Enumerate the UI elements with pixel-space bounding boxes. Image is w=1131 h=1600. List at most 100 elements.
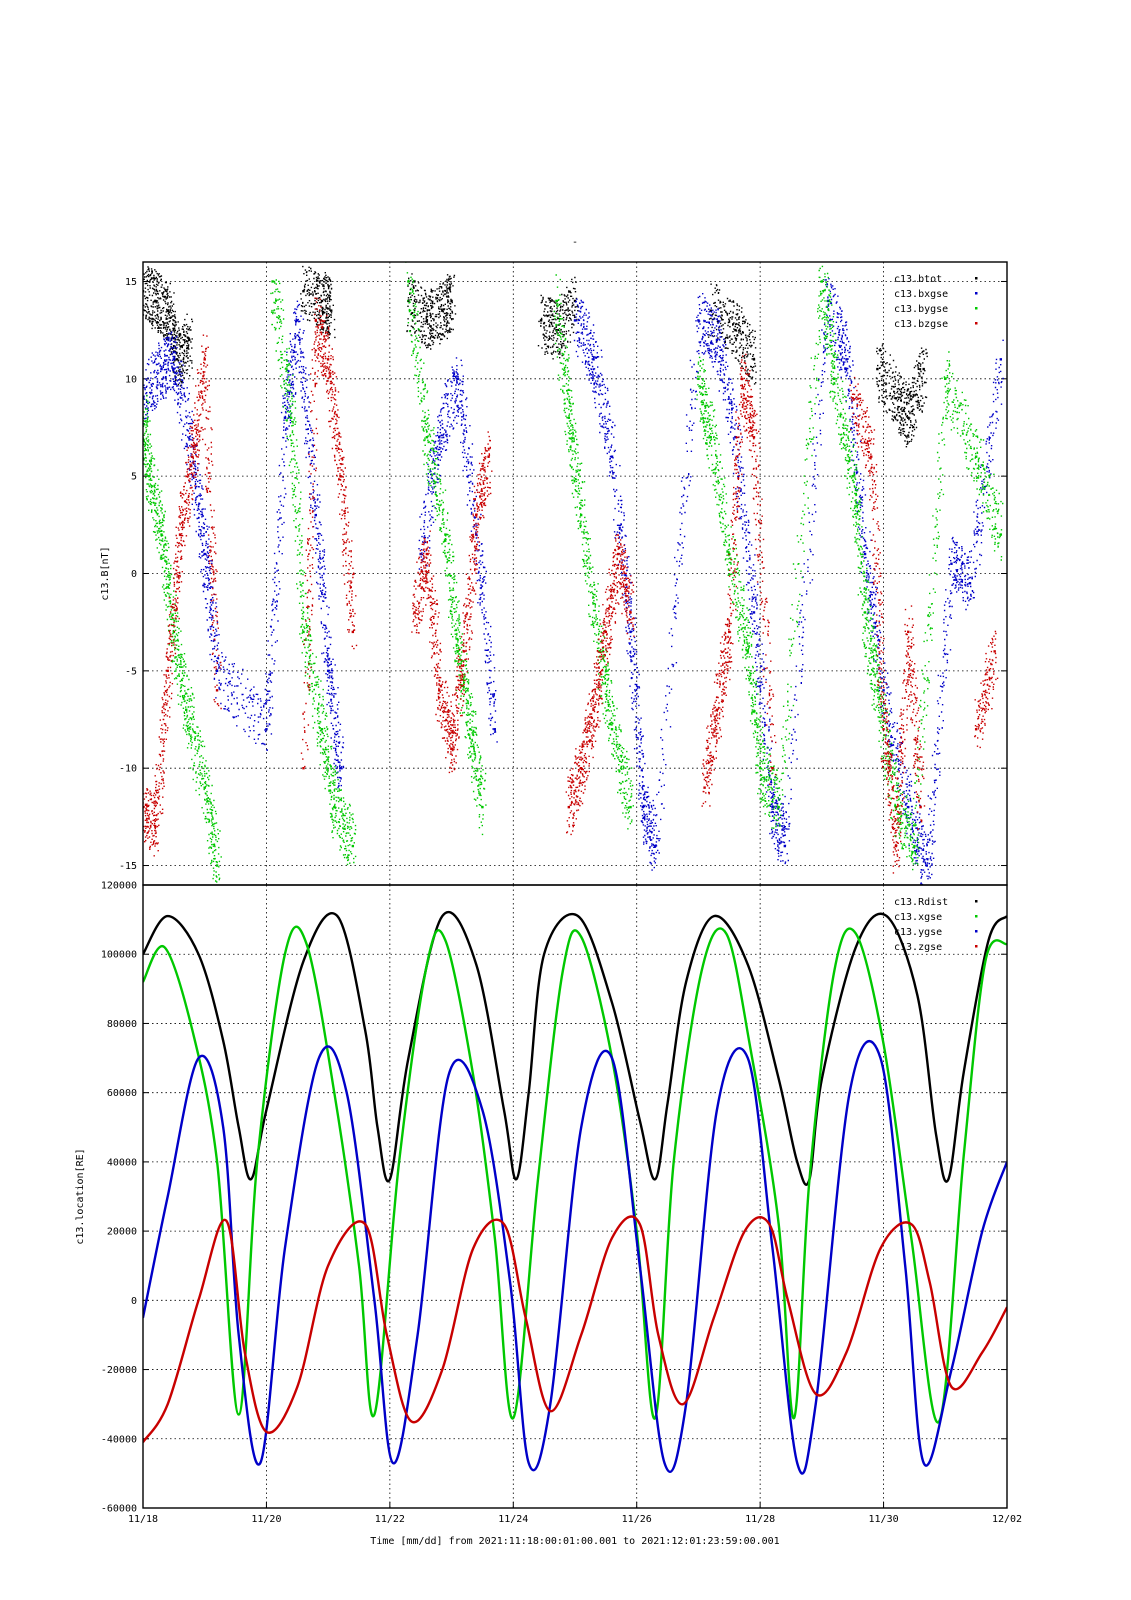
legend-entry-label: c13.bzgse [894,319,948,330]
y-tick-label: 10 [125,374,137,385]
data-point [882,689,885,692]
data-point [527,1462,530,1464]
data-point [537,1178,539,1181]
data-point [413,611,416,614]
data-point [845,358,848,361]
series-c13-btot [143,265,928,448]
data-point [894,397,898,400]
data-point [284,953,286,956]
data-point [771,766,774,770]
data-point [166,915,169,918]
data-point [481,1109,484,1111]
data-point [968,582,972,585]
data-point [203,358,206,361]
point-cloud [143,265,928,448]
data-point [314,319,317,322]
data-point [320,728,324,731]
data-point [796,1160,799,1163]
data-point [407,280,410,283]
data-point [904,1264,907,1267]
data-point [712,1316,715,1319]
y-tick-label: -10 [119,764,137,775]
legend-marker [975,322,978,325]
x-tick-label: 11/18 [128,1514,158,1525]
data-point [685,981,687,983]
data-point [580,936,583,938]
data-point [259,1462,262,1464]
y-tick-label: 20000 [107,1227,137,1238]
data-point [561,970,564,973]
legend-entry-label: c13.Rdist [894,897,948,908]
data-point [703,786,706,789]
data-point [364,1029,367,1032]
data-point [166,1195,169,1198]
legend-marker [975,945,978,948]
data-point [539,319,543,322]
data-point [302,290,305,293]
series-c13-zgse [143,1215,1007,1444]
plot-area [143,910,1007,1475]
data-point [503,1223,505,1226]
legend: c13.Rdist c13.xgse c13.ygse c13.zgse [894,897,978,953]
data-point [314,513,317,517]
data-point [697,377,700,381]
data-point [885,915,888,918]
legend-entry-label: c13.bygse [894,304,948,315]
x-tick-label: 12/02 [992,1514,1022,1525]
data-point [222,1126,225,1129]
data-point [302,630,305,634]
data-point [910,1223,913,1226]
x-tick-label: 11/20 [251,1514,281,1525]
data-point [743,1230,746,1233]
y-tick-label: -15 [119,861,137,872]
data-point [876,367,879,371]
data-point [191,1029,194,1032]
y-tick-label: 0 [131,1296,137,1307]
data-point [870,455,873,458]
data-point [916,994,919,997]
data-point [351,844,355,848]
data-point [752,358,756,361]
data-point [493,728,496,731]
data-point [826,299,830,303]
data-point [197,1057,200,1059]
data-point [326,358,330,361]
data-point [166,1403,169,1406]
y-tick-label: -40000 [101,1434,137,1445]
data-point [147,474,151,478]
y-tick-label: -20000 [101,1365,137,1376]
data-point [771,1247,774,1250]
figure-title: - [572,237,578,248]
y-tick-label: 100000 [101,950,137,961]
data-point [641,805,645,809]
data-point [172,358,176,361]
data-point [833,377,836,381]
data-point [225,1219,228,1222]
data-point [472,1247,475,1250]
data-point [296,1385,299,1388]
data-point [305,942,308,945]
data-point [302,766,305,770]
data-point [749,1050,752,1053]
data-point [203,552,206,556]
data-point [820,1077,823,1080]
series-c13-ygse [143,1039,1007,1475]
x-tick-label: 11/28 [745,1514,775,1525]
data-point [604,630,608,634]
data-point [981,1351,984,1354]
data-point [351,630,355,634]
data-point [573,319,577,322]
data-point [716,1109,718,1111]
data-point [243,1351,246,1354]
series-c13-bxgse [143,278,1004,885]
data-point [700,970,703,973]
data-point [549,1403,552,1406]
data-point [712,915,715,918]
data-point [725,932,728,935]
data-point [814,1392,817,1395]
data-point [376,1126,379,1129]
data-point [444,533,447,536]
data-point [345,1091,348,1094]
data-point [373,1299,376,1302]
data-point [851,474,854,478]
